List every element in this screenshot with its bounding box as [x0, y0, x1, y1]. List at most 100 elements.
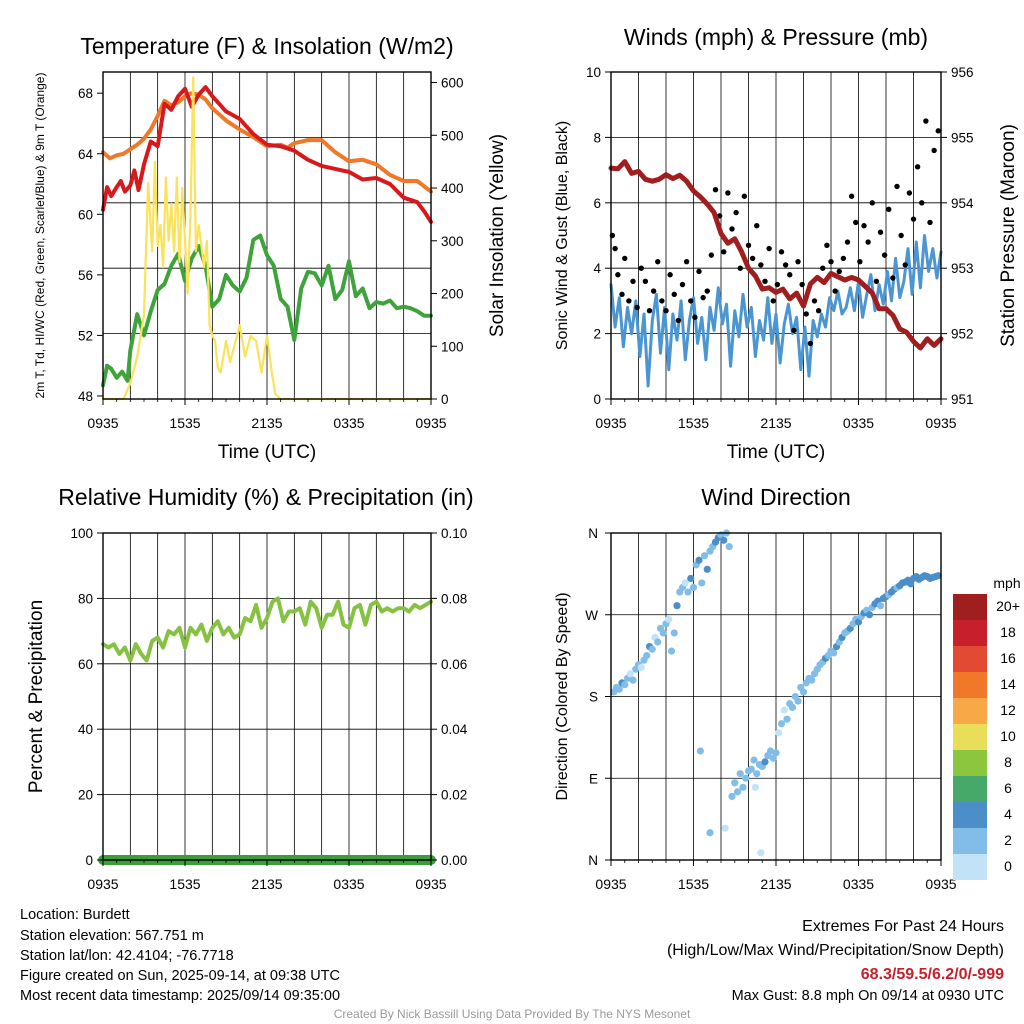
gust-point [741, 193, 748, 199]
colorbar-unit: mph [993, 575, 1020, 591]
y-tick-label: 52 [78, 328, 93, 343]
direction-point [684, 588, 692, 596]
direction-point [747, 765, 755, 773]
x-tick-label: 0335 [843, 876, 874, 892]
y-tick-label: 4 [593, 261, 601, 276]
direction-point [769, 754, 777, 762]
gust-point [811, 298, 818, 304]
y-axis-label-left: Sonic Wind & Gust (Blue, Black) [554, 121, 571, 350]
direction-point [799, 688, 808, 696]
direction-point [934, 572, 942, 580]
x-tick-label: 0935 [595, 415, 626, 431]
x-tick-label: 2135 [251, 876, 282, 892]
direction-point [695, 556, 703, 564]
extremes-title: Extremes For Past 24 Hours [802, 918, 1004, 935]
gust-point [630, 278, 636, 284]
series-gust [609, 118, 941, 347]
y-tick-label: 8 [593, 130, 601, 145]
series-t2m [101, 85, 433, 224]
gust-point [890, 275, 896, 281]
gust-point [844, 239, 851, 245]
direction-point [687, 574, 695, 583]
y-tick-label: 952 [951, 327, 974, 342]
gust-point [667, 272, 673, 278]
gust-point [770, 298, 776, 304]
gust-point [861, 222, 867, 229]
gust-point [679, 281, 686, 288]
y-tick-label: 951 [951, 392, 974, 407]
direction-point [731, 779, 739, 787]
gust-point [716, 213, 723, 219]
gust-point [848, 193, 855, 199]
footer-elevation: Station elevation: 567.751 m [20, 928, 204, 944]
series-rh [101, 596, 433, 663]
direction-point [830, 649, 838, 657]
gust-point [815, 308, 822, 314]
x-tick-label: 1535 [169, 415, 200, 431]
gust-point [807, 340, 814, 347]
direction-point [615, 685, 623, 693]
gust-point [906, 190, 913, 196]
direction-point [808, 676, 816, 684]
gust-point [619, 291, 625, 298]
y-tick-label: 400 [441, 181, 464, 196]
panel-title-wind-direction: Wind Direction [701, 484, 851, 510]
direction-point [788, 703, 797, 712]
direction-point [907, 580, 915, 588]
extremes-subtitle: (High/Low/Max Wind/Precipitation/Snow De… [666, 942, 1004, 959]
gust-point [737, 265, 743, 271]
direction-point [654, 638, 662, 646]
gust-point [700, 294, 706, 301]
gust-point [758, 262, 764, 268]
y-tick-label: 300 [441, 234, 464, 249]
y-tick-label: 955 [951, 130, 974, 145]
series-direction-points [610, 529, 942, 857]
colorbar-label: 0 [1004, 858, 1012, 874]
colorbar-label: 12 [1000, 702, 1016, 718]
y-tick-label: 20 [78, 788, 93, 803]
colorbar-label: 20+ [996, 598, 1020, 614]
direction-point [865, 611, 874, 619]
direction-point [772, 749, 780, 757]
gust-point [708, 252, 715, 258]
direction-point [777, 720, 786, 728]
x-tick-label: 2135 [760, 876, 791, 892]
y-tick-label: 954 [951, 196, 974, 211]
direction-label: W [585, 608, 598, 623]
series-pressure [608, 159, 944, 351]
gust-point [787, 272, 793, 278]
direction-point [667, 647, 676, 655]
gust-point [712, 187, 719, 193]
direction-point [643, 652, 651, 660]
gust-point [612, 245, 618, 252]
gust-point [824, 242, 830, 249]
colorbar-label: 2 [1004, 832, 1012, 848]
footer-recent: Most recent data timestamp: 2025/09/14 0… [20, 988, 341, 1004]
gust-point [873, 278, 880, 284]
gust-point [927, 219, 933, 226]
y-axis-label-left: 2m T, Td, HI/WC (Red, Green, Scarlet/Blu… [33, 73, 47, 399]
gust-point [791, 327, 797, 334]
y-tick-label: 60 [78, 207, 93, 222]
direction-point [766, 747, 775, 755]
gust-point [646, 308, 653, 314]
gust-point [683, 258, 690, 265]
direction-point [751, 783, 759, 791]
gust-point [754, 222, 760, 229]
direction-point [794, 697, 802, 705]
direction-label: S [589, 690, 598, 705]
y-tick-label: 48 [78, 389, 93, 404]
x-tick-label: 0935 [415, 876, 446, 892]
direction-point [736, 770, 744, 778]
x-axis-label: Time (UTC) [218, 442, 317, 463]
colorbar-label: 14 [1000, 676, 1016, 692]
gust-point [659, 298, 665, 304]
direction-point [696, 747, 704, 755]
gust-point [634, 304, 640, 311]
direction-point [757, 849, 765, 857]
direction-point [750, 756, 758, 764]
gust-point [799, 281, 805, 288]
direction-point [698, 579, 706, 587]
x-tick-label: 0935 [925, 876, 956, 892]
gust-point [642, 278, 649, 284]
